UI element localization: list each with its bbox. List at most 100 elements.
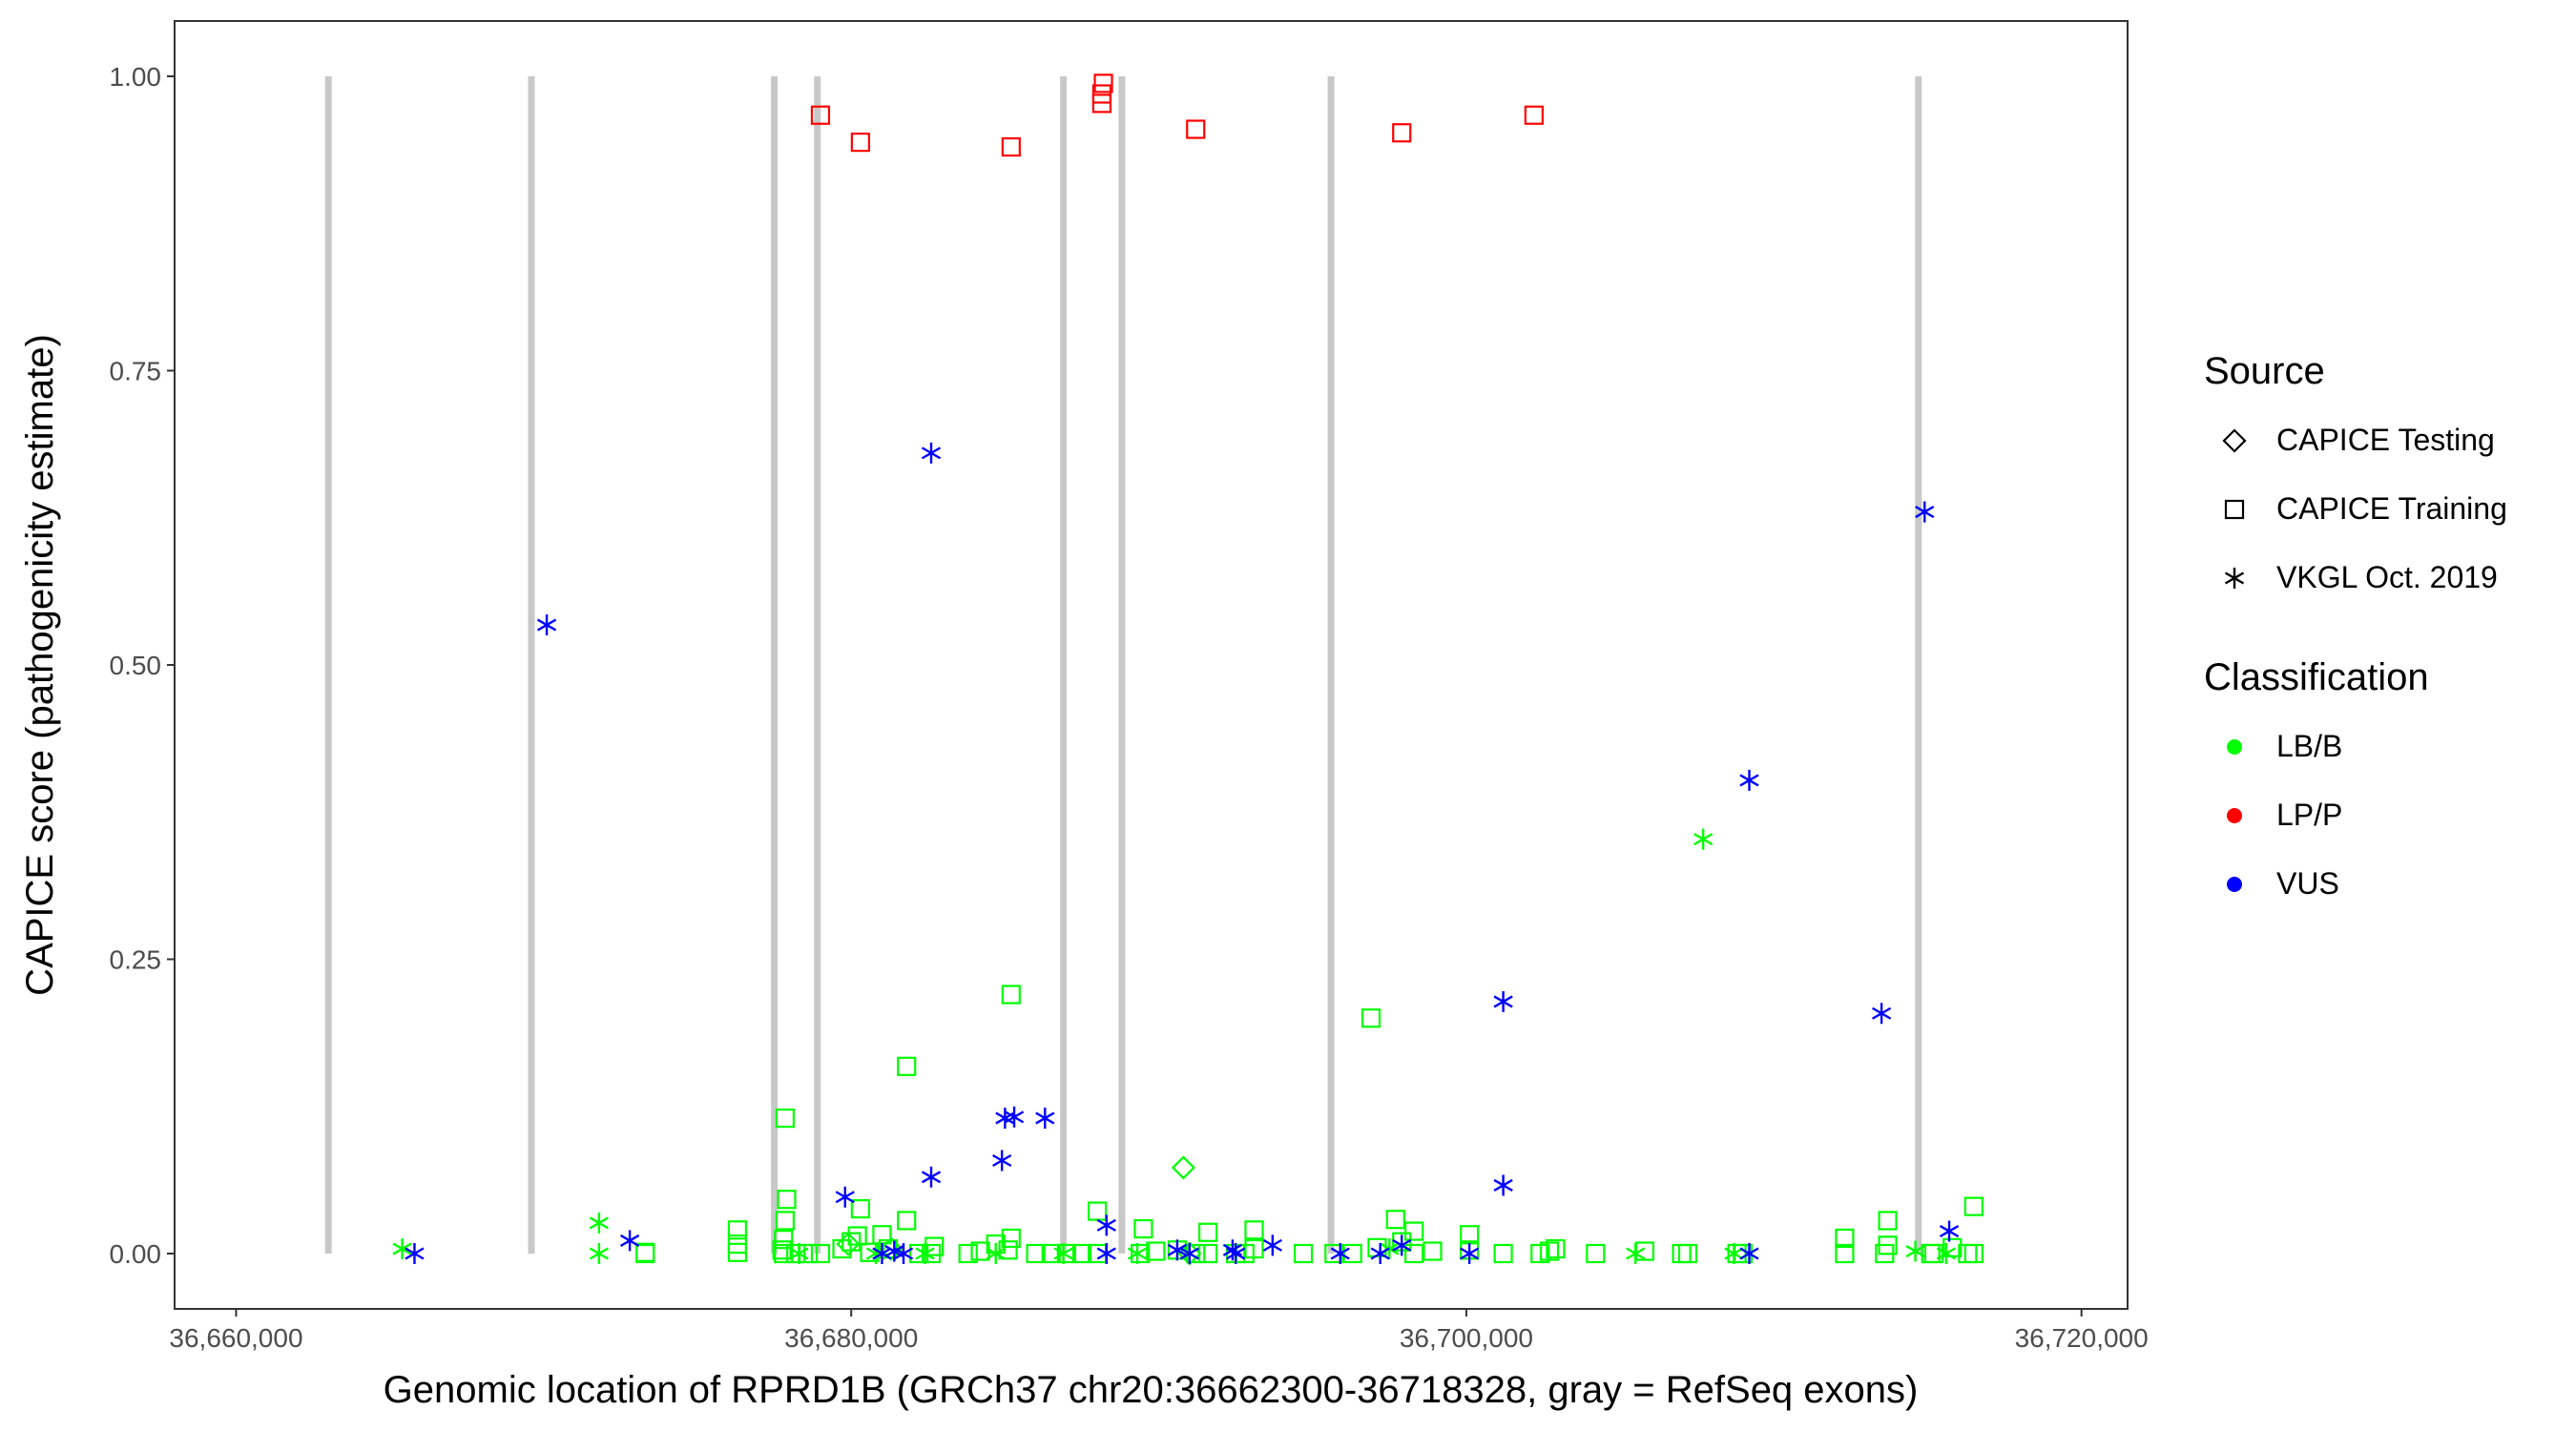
axes: 0.00 0.25 0.50 0.75 1.00 36,660,000 36,680,000… — [110, 62, 2149, 1353]
y-tick-label: 0.75 — [110, 356, 162, 385]
point-square-lbb — [1835, 1228, 1855, 1249]
point-asterisk-vus — [1222, 1239, 1243, 1261]
point-square-lpp — [1524, 105, 1544, 125]
point-asterisk-vus — [1493, 1174, 1513, 1196]
point-square-lbb — [897, 1056, 917, 1076]
point-asterisk-lbb — [1693, 828, 1714, 850]
y-tick-label: 0.00 — [110, 1239, 162, 1269]
point-square-lbb — [1586, 1243, 1606, 1264]
y-axis-title: CAPICE score (pathogenicity estimate) — [19, 334, 61, 996]
point-asterisk-vus — [1004, 1106, 1025, 1128]
point-square-lbb — [1186, 1243, 1206, 1264]
point-square-lbb — [635, 1242, 655, 1262]
point-square-lbb — [1963, 1243, 1984, 1264]
legend-title: Source — [2204, 350, 2325, 392]
x-tick-label: 36,680,000 — [784, 1323, 918, 1353]
point-square-lbb — [1131, 1243, 1151, 1264]
point-asterisk-vus — [1739, 769, 1759, 791]
point-square-lbb — [1198, 1222, 1218, 1242]
point-square-lbb — [1677, 1243, 1698, 1264]
point-square-lbb — [774, 1243, 794, 1264]
point-asterisk-vus — [835, 1186, 855, 1208]
point-square-lbb — [1087, 1201, 1108, 1221]
point-square-lbb — [1493, 1243, 1513, 1264]
point-asterisk-vus — [1167, 1239, 1188, 1261]
point-square-lbb — [1244, 1238, 1264, 1259]
point-square-lbb — [1146, 1241, 1166, 1261]
point-asterisk-lbb — [986, 1243, 1006, 1265]
point-asterisk-lbb — [789, 1243, 809, 1265]
point-square-lbb — [1056, 1243, 1076, 1264]
point-square-lbb — [909, 1243, 929, 1264]
point-asterisk-vus — [1096, 1214, 1116, 1236]
data-points — [392, 73, 1984, 1266]
point-asterisk-vus — [619, 1230, 640, 1252]
point-square-lbb — [1546, 1238, 1566, 1259]
point-asterisk-vus — [1262, 1234, 1282, 1256]
point-square-lpp — [1093, 73, 1113, 93]
point-asterisk-vus — [1370, 1243, 1390, 1265]
point-asterisk-vus — [893, 1243, 914, 1265]
point-square-lpp — [810, 105, 831, 125]
point-asterisk-vus — [1871, 1003, 1892, 1025]
point-square-lbb — [1001, 985, 1021, 1005]
point-asterisk-lbb — [1127, 1243, 1148, 1265]
point-square-lbb — [897, 1211, 917, 1231]
point-square-lbb — [1324, 1243, 1344, 1264]
y-tick-label: 1.00 — [110, 62, 162, 92]
point-square-lbb — [998, 1240, 1018, 1260]
point-square-lbb — [810, 1243, 831, 1264]
point-square-lbb — [1835, 1243, 1855, 1264]
point-square-lbb — [1001, 1228, 1021, 1249]
point-square-lbb — [1423, 1241, 1443, 1261]
point-square-lbb — [727, 1220, 748, 1240]
point-diamond-lbb — [879, 1236, 904, 1261]
point-asterisk-vus — [1915, 501, 1935, 523]
point-square-lbb — [777, 1190, 797, 1210]
point-square-lbb — [727, 1242, 748, 1262]
point-square-lpp — [1001, 136, 1021, 157]
point-asterisk-vus — [1226, 1243, 1246, 1265]
point-square-lbb — [1385, 1210, 1405, 1230]
point-square-lbb — [1404, 1221, 1424, 1241]
legend: Source CAPICE Testing CAPICE Training VKGL … — [2204, 350, 2507, 901]
point-square-lbb — [850, 1199, 870, 1219]
y-tick-label: 0.25 — [110, 945, 162, 975]
point-square-lpp — [1186, 119, 1206, 139]
point-asterisk-vus — [1179, 1243, 1199, 1265]
point-diamond-lbb — [1171, 1155, 1195, 1180]
point-asterisk-vus — [992, 1150, 1012, 1172]
point-asterisk-lbb — [589, 1212, 609, 1234]
point-asterisk-vus — [921, 1166, 942, 1188]
point-square-lbb — [970, 1241, 990, 1261]
point-asterisk-lbb — [1626, 1243, 1646, 1265]
point-asterisk-lbb — [589, 1243, 609, 1265]
point-square-lbb — [1923, 1243, 1944, 1264]
point-square-lbb — [1244, 1220, 1264, 1240]
legend-key-dot — [2227, 808, 2242, 823]
point-asterisk-vus — [1460, 1243, 1480, 1265]
point-asterisk-vus — [921, 442, 942, 464]
point-asterisk-lbb — [915, 1243, 935, 1265]
point-square-lbb — [1963, 1196, 1984, 1216]
legend-key-diamond — [2222, 428, 2247, 453]
point-asterisk-lbb — [1905, 1240, 1925, 1262]
point-square-lbb — [1041, 1243, 1061, 1264]
y-tick-label: 0.50 — [110, 651, 162, 680]
point-square-lbb — [1875, 1243, 1895, 1264]
point-asterisk-lbb — [392, 1238, 412, 1260]
point-square-lbb — [775, 1211, 795, 1231]
point-square-lbb — [1293, 1243, 1314, 1264]
point-square-lbb — [786, 1243, 806, 1264]
point-square-lbb — [775, 1108, 795, 1129]
legend-item-label: LP/P — [2276, 798, 2342, 832]
point-asterisk-vus — [1035, 1108, 1055, 1130]
point-asterisk-vus — [872, 1243, 892, 1265]
legend-item-label: LB/B — [2276, 729, 2342, 763]
point-asterisk-lbb — [1936, 1243, 1956, 1265]
point-square-lbb — [1071, 1243, 1092, 1264]
point-asterisk-vus — [536, 614, 557, 636]
point-asterisk-vus — [405, 1243, 425, 1265]
